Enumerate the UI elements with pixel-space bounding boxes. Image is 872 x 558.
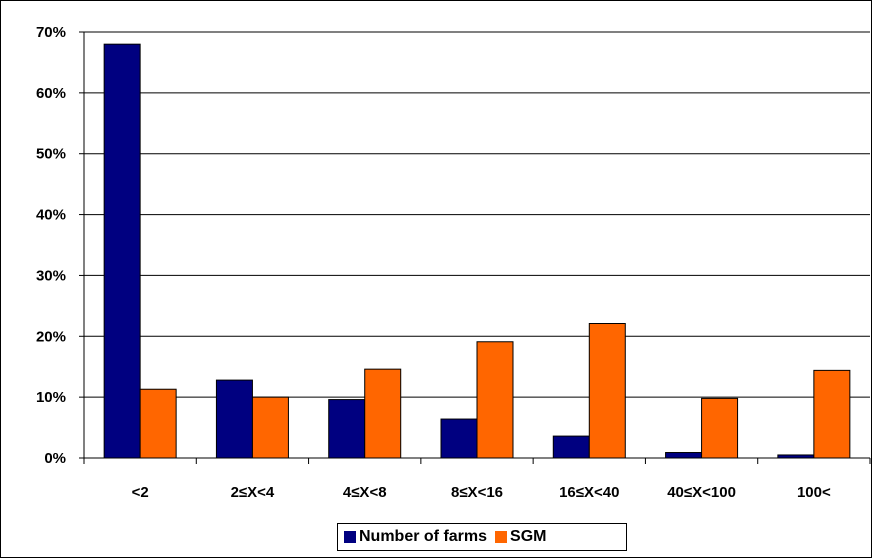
legend-label-farms: Number of farms [359,528,488,545]
legend-swatch-sgm [495,531,508,543]
bar-farms [328,399,366,459]
bar-sgm [139,388,177,459]
x-tick-label: 2≤X<4 [231,484,275,501]
bar-sgm [813,369,851,459]
legend-swatch-farms [344,531,356,543]
y-tick-label: 30% [36,267,66,284]
x-tick-label: 8≤X<16 [451,484,503,501]
bars [103,43,851,459]
bar-sgm [476,341,514,459]
legend-item-farms: Number of farms [344,528,487,546]
bar-farms [665,452,703,459]
legend-label-sgm: SGM [510,528,547,545]
y-tick-label: 20% [36,328,66,345]
bar-sgm [251,396,289,459]
x-tick-label: 100< [797,484,831,501]
legend-item-sgm: SGM [495,528,546,546]
y-tick-label: 40% [36,207,66,224]
x-tick-label: 4≤X<8 [343,484,387,501]
y-tick-label: 70% [36,24,66,41]
y-tick-label: 0% [44,450,66,467]
y-tick-label: 50% [36,146,66,163]
y-tick-label: 60% [36,85,66,102]
y-tick-labels: 0% 10% 20% 30% 40% 50% 60% 70% [36,24,66,467]
x-tick-labels: <2 2≤X<4 4≤X<8 8≤X<16 16≤X<40 40≤X<100 100< [132,484,831,501]
x-tick-label: 16≤X<40 [559,484,619,501]
bar-farms [552,435,590,459]
axes [83,32,871,464]
gridlines [79,31,870,459]
bar-farms [440,418,478,459]
bar-sgm [364,368,402,459]
y-tick-label: 10% [36,389,66,406]
bar-farms [215,379,253,459]
bar-sgm [701,397,739,459]
bar-farms [103,43,141,459]
x-tick-label: <2 [132,484,149,501]
x-tick-label: 40≤X<100 [667,484,736,501]
bar-sgm [588,323,626,459]
legend: Number of farms SGM [337,523,627,551]
